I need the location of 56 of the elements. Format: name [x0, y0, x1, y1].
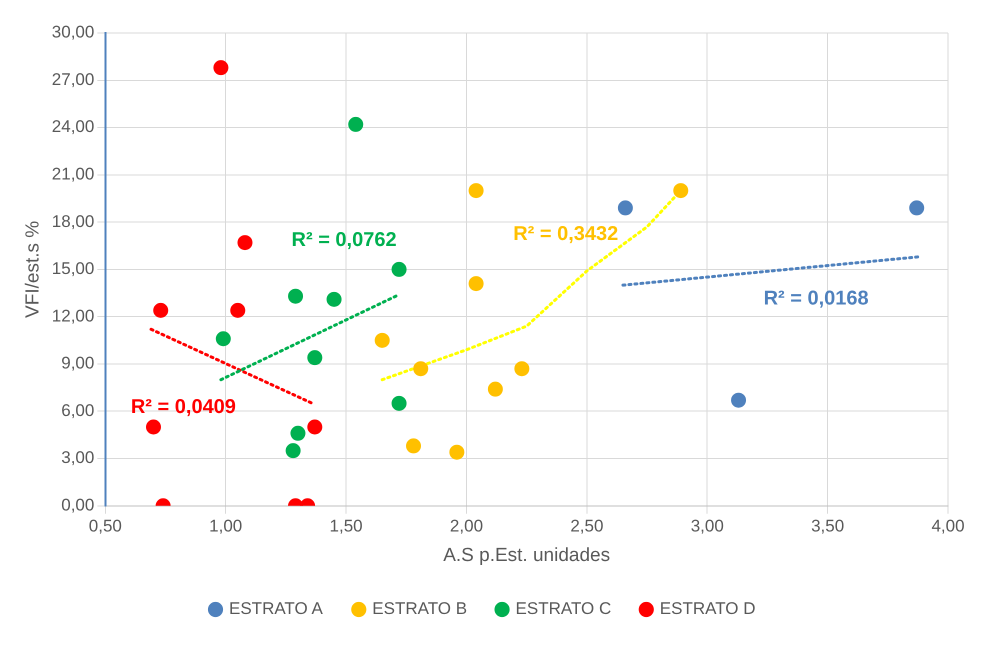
point — [468, 276, 484, 292]
annotation: R² = 0,3432 — [513, 223, 618, 246]
point — [216, 331, 231, 346]
y-tick-label: 6,00 — [61, 400, 94, 420]
y-tick-label: 30,00 — [52, 22, 94, 42]
legend-label: ESTRATO B — [372, 599, 468, 618]
y-tick-label: 21,00 — [52, 164, 94, 184]
point — [288, 288, 304, 304]
x-axis-title: A.S p.Est. unidades — [443, 544, 610, 566]
point — [146, 420, 161, 434]
legend-label: ESTRATO C — [516, 599, 612, 618]
point — [731, 392, 746, 408]
x-tick-label: 3,50 — [811, 516, 844, 536]
point — [449, 444, 464, 460]
point — [468, 183, 484, 198]
y-tick-label: 9,00 — [61, 354, 94, 373]
point — [673, 183, 688, 198]
point — [230, 302, 246, 318]
y-tick-label: 3,00 — [61, 448, 94, 468]
point — [213, 60, 228, 76]
annotation: R² = 0,0409 — [130, 396, 236, 418]
x-tick-label: 3,00 — [690, 516, 724, 536]
annotation: R² = 0,0168 — [764, 287, 869, 310]
point — [348, 116, 364, 132]
point — [909, 200, 924, 216]
point — [618, 200, 633, 216]
point — [290, 426, 306, 441]
annotation: R² = 0,0762 — [292, 229, 397, 252]
point — [392, 262, 407, 277]
y-tick-label: 27,00 — [52, 70, 94, 89]
legend-label: ESTRATO D — [660, 599, 756, 618]
y-tick-label: 24,00 — [52, 117, 94, 136]
point — [514, 361, 530, 376]
point — [326, 292, 342, 307]
x-tick-label: 2,00 — [450, 516, 484, 536]
y-tick-label: 18,00 — [52, 212, 94, 231]
point — [286, 443, 301, 458]
point — [392, 396, 407, 411]
point — [488, 382, 503, 397]
point — [374, 332, 390, 348]
point — [307, 420, 322, 434]
x-tick-label: 0,50 — [88, 516, 122, 536]
x-tick-label: 1,00 — [209, 516, 242, 536]
x-tick-label: 4,00 — [931, 516, 965, 536]
x-tick-label: 2,50 — [570, 516, 604, 536]
point — [153, 302, 168, 318]
legend-label: ESTRATO A — [229, 599, 324, 618]
x-tick-label: 1,50 — [330, 516, 363, 536]
point — [237, 235, 252, 250]
y-tick-label: 0,00 — [61, 495, 94, 514]
y-axis-title: VFI/est.s % — [22, 220, 44, 318]
point — [413, 361, 428, 376]
y-tick-label: 15,00 — [52, 259, 94, 278]
point — [406, 438, 422, 454]
point — [307, 350, 322, 366]
y-tick-label: 12,00 — [52, 306, 94, 326]
